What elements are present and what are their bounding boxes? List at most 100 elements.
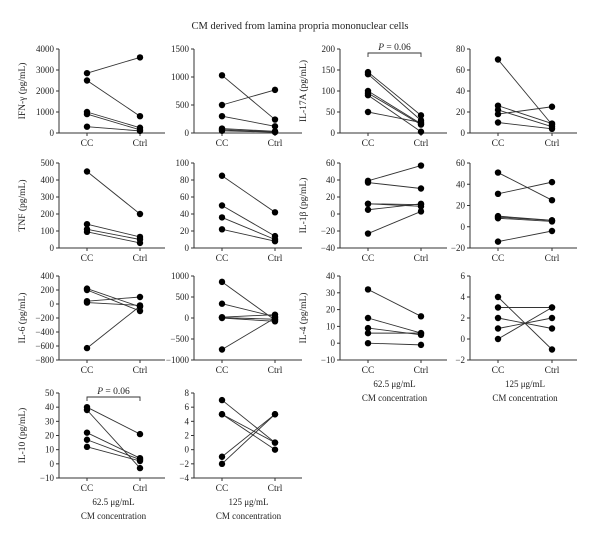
data-point-cc [494, 325, 502, 332]
x-tick-label-cc: CC [492, 139, 505, 149]
data-point-cc [83, 299, 91, 306]
data-point-ctrl [548, 217, 556, 224]
y-tick-label: −10 [321, 355, 336, 365]
panel-il4-62: −10 0 10 20 30 40 CC Ctrl IL-4 (pg/mL) [298, 271, 447, 376]
panel-il10-62: −10 0 10 20 30 40 50 CC Ctrl IL-10 (pg/mL) P = 0.0… [17, 387, 165, 494]
y-tick-label: 150 [322, 65, 336, 75]
y-tick-label: 2 [185, 431, 190, 441]
pair-line [497, 122, 553, 130]
data-point-ctrl [417, 208, 425, 215]
data-point-cc [218, 202, 226, 209]
data-point-ctrl [136, 127, 144, 135]
y-tick-label: −600 [35, 341, 54, 351]
x-tick-label-ctrl: Ctrl [133, 484, 148, 494]
y-tick-label: 0 [185, 243, 190, 253]
y-tick-label: 40 [326, 271, 336, 281]
data-point-cc [494, 314, 502, 322]
data-point-ctrl [548, 196, 556, 204]
data-point-ctrl [548, 314, 556, 322]
y-axis-label: IL-1β (pg/mL) [298, 178, 309, 234]
y-tick-label: −400 [35, 327, 54, 337]
y-tick-label: 60 [180, 192, 190, 202]
y-tick-label: 40 [456, 86, 466, 96]
x-tick-label-cc: CC [81, 484, 94, 494]
pair-line [497, 105, 553, 124]
y-tick-label: 0 [185, 313, 190, 323]
data-point-ctrl [417, 112, 425, 119]
data-point-ctrl [548, 103, 556, 110]
pair-line [221, 314, 276, 318]
data-point-cc [218, 460, 226, 468]
data-point-cc [83, 168, 91, 175]
pair-line [86, 228, 141, 240]
panel-il17a-125: 0 20 40 60 80 CC Ctrl [456, 44, 577, 149]
y-tick-label: 0 [461, 334, 466, 344]
data-point-cc [218, 127, 226, 134]
pair-line [86, 231, 141, 244]
pair-line [221, 413, 276, 458]
pair-line [367, 327, 422, 336]
data-point-cc [218, 172, 226, 179]
y-tick-label: −20 [321, 226, 336, 236]
y-axis-label: IL-4 (pg/mL) [298, 293, 309, 344]
pair-line [221, 89, 276, 106]
data-point-cc [494, 213, 502, 221]
data-point-cc [83, 406, 91, 414]
y-tick-label: 20 [326, 192, 336, 202]
panel-ifng-62: 0 1000 2000 3000 4000 CC Ctrl IFN-γ (pg/mL) [17, 44, 165, 149]
y-tick-label: 30 [45, 416, 55, 426]
y-tick-label: 300 [41, 192, 55, 202]
pair-line [86, 56, 141, 74]
y-tick-label: 200 [322, 44, 336, 54]
pair-line [86, 113, 141, 131]
y-tick-label: 0 [461, 222, 466, 232]
data-point-ctrl [271, 439, 279, 446]
p-value-annotation: P = 0.06 [377, 43, 411, 53]
panel-il10-125: −4 −2 0 2 4 6 8 CC Ctrl [179, 388, 302, 494]
pair-line [86, 80, 141, 117]
y-tick-label: −1000 [166, 355, 190, 365]
y-tick-label: 2 [461, 313, 466, 323]
pair-line [367, 165, 422, 182]
x-axis-title: CM concentration [362, 393, 428, 403]
p-value-annotation: P = 0.06 [96, 387, 130, 397]
panel-il4-125: −2 0 2 4 6 CC Ctrl [455, 271, 577, 376]
pair-line [221, 128, 276, 132]
x-tick-label-cc: CC [362, 139, 375, 149]
y-tick-label: 0 [50, 459, 55, 469]
data-point-ctrl [271, 446, 279, 453]
pair-line [86, 126, 141, 132]
y-tick-label: 60 [456, 65, 466, 75]
y-tick-label: 3000 [36, 65, 55, 75]
data-point-cc [83, 110, 91, 118]
data-point-cc [83, 344, 91, 352]
pair-line [86, 171, 141, 215]
data-point-ctrl [417, 329, 425, 337]
pair-line [367, 203, 422, 207]
pair-line [221, 317, 276, 350]
pair-line [86, 409, 141, 469]
y-tick-label: 80 [180, 175, 190, 185]
pair-line [86, 432, 141, 459]
x-tick-label-cc: CC [216, 254, 229, 264]
pair-line [221, 115, 276, 127]
data-point-ctrl [548, 125, 556, 132]
pair-line [221, 205, 276, 237]
pair-line [86, 223, 141, 238]
y-tick-label: 200 [41, 209, 55, 219]
pair-line [86, 111, 141, 129]
concentration-label: 62.5 μg/mL [92, 497, 134, 507]
pair-line [497, 230, 553, 243]
pair-line [367, 182, 422, 189]
y-tick-label: 60 [326, 158, 336, 168]
y-tick-label: 500 [176, 100, 190, 110]
concentration-label: 125 μg/mL [228, 497, 268, 507]
x-tick-label-cc: CC [81, 366, 94, 376]
data-point-cc [218, 346, 226, 353]
pair-line [367, 71, 422, 116]
panel-il17a-62: 0 50 100 150 200 CC Ctrl IL-17A (pg/mL) P = 0.06 [298, 43, 447, 149]
data-point-cc [218, 314, 226, 321]
data-point-ctrl [136, 307, 144, 315]
data-point-cc [364, 286, 372, 293]
data-point-ctrl [136, 430, 144, 438]
